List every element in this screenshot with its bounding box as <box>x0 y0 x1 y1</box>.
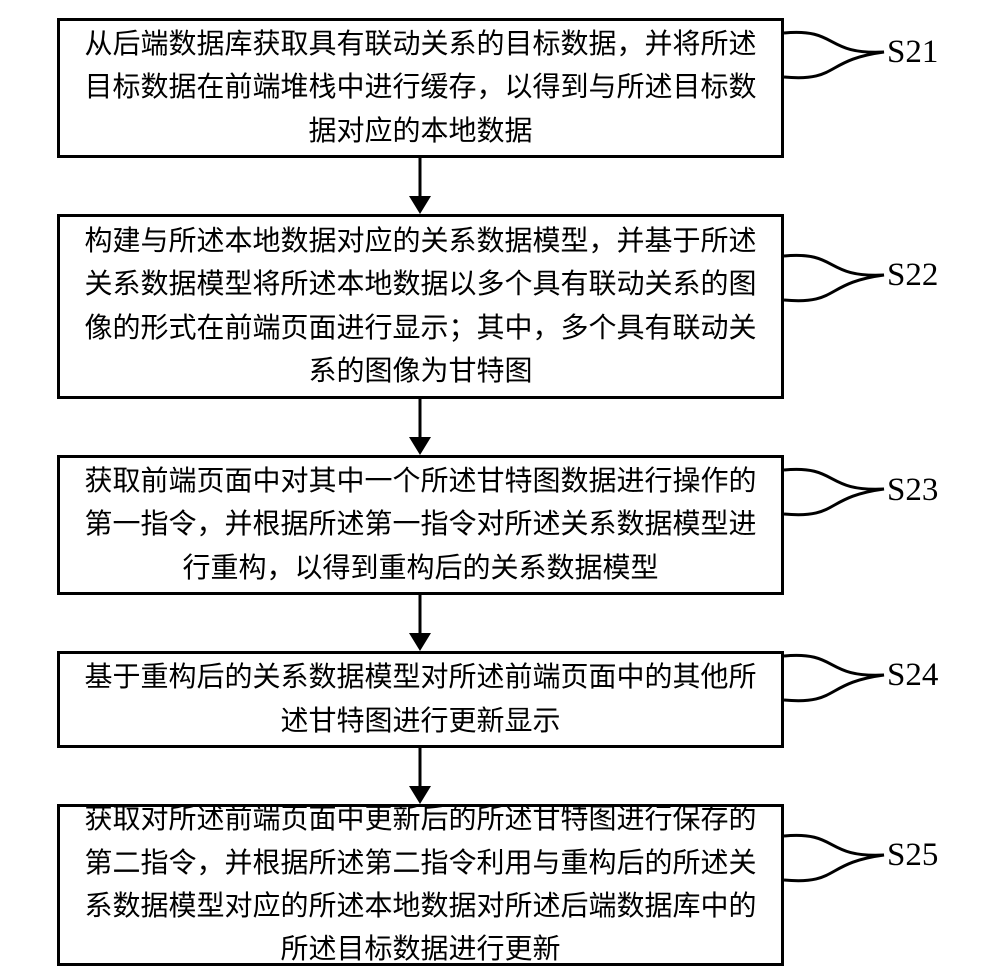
step-label-s22: S22 <box>887 257 938 294</box>
flow-node-text: 从后端数据库获取具有联动关系的目标数据，并将所述目标数据在前端堆栈中进行缓存，以… <box>78 23 763 153</box>
connector-curve-icon <box>784 653 884 703</box>
arrow-down-icon <box>409 595 431 651</box>
flow-node-4: 基于重构后的关系数据模型对所述前端页面中的其他所述甘特图进行更新显示 <box>57 651 784 748</box>
flow-node-3: 获取前端页面中对其中一个所述甘特图数据进行操作的第一指令，并根据所述第一指令对所… <box>57 455 784 595</box>
flow-node-text: 获取前端页面中对其中一个所述甘特图数据进行操作的第一指令，并根据所述第一指令对所… <box>78 460 763 590</box>
arrow-down-icon <box>409 399 431 455</box>
connector-curve-icon <box>784 467 884 517</box>
step-label-s21: S21 <box>887 34 938 71</box>
flow-node-2: 构建与所述本地数据对应的关系数据模型，并基于所述关系数据模型将所述本地数据以多个… <box>57 214 784 399</box>
flowchart-canvas: 从后端数据库获取具有联动关系的目标数据，并将所述目标数据在前端堆栈中进行缓存，以… <box>0 0 1000 977</box>
arrow-down-icon <box>409 158 431 214</box>
flow-node-5: 获取对所述前端页面中更新后的所述甘特图进行保存的第二指令，并根据所述第二指令利用… <box>57 804 784 966</box>
arrow-down-icon <box>409 748 431 804</box>
connector-curve-icon <box>784 833 884 883</box>
step-label-s25: S25 <box>887 837 938 874</box>
flow-node-1: 从后端数据库获取具有联动关系的目标数据，并将所述目标数据在前端堆栈中进行缓存，以… <box>57 18 784 158</box>
flow-node-text: 获取对所述前端页面中更新后的所述甘特图进行保存的第二指令，并根据所述第二指令利用… <box>78 798 763 972</box>
step-label-s24: S24 <box>887 657 938 694</box>
step-label-s23: S23 <box>887 472 938 509</box>
connector-curve-icon <box>784 253 884 303</box>
flow-node-text: 基于重构后的关系数据模型对所述前端页面中的其他所述甘特图进行更新显示 <box>78 656 763 743</box>
connector-curve-icon <box>784 30 884 80</box>
flow-node-text: 构建与所述本地数据对应的关系数据模型，并基于所述关系数据模型将所述本地数据以多个… <box>78 220 763 394</box>
